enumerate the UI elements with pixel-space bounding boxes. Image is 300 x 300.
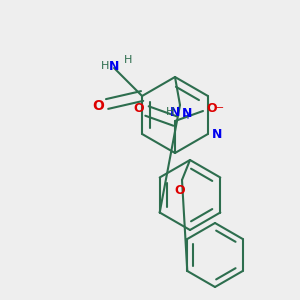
Text: +: + xyxy=(183,111,191,121)
Text: H: H xyxy=(124,55,133,65)
Text: N: N xyxy=(109,59,119,73)
Text: H: H xyxy=(101,61,109,71)
Text: O: O xyxy=(175,184,185,197)
Text: −: − xyxy=(216,103,224,113)
Text: O: O xyxy=(206,103,217,116)
Text: N: N xyxy=(212,128,222,140)
Text: O: O xyxy=(134,103,144,116)
Text: N: N xyxy=(170,106,180,119)
Text: H: H xyxy=(166,107,174,117)
Text: N: N xyxy=(182,107,192,120)
Text: O: O xyxy=(92,99,104,113)
